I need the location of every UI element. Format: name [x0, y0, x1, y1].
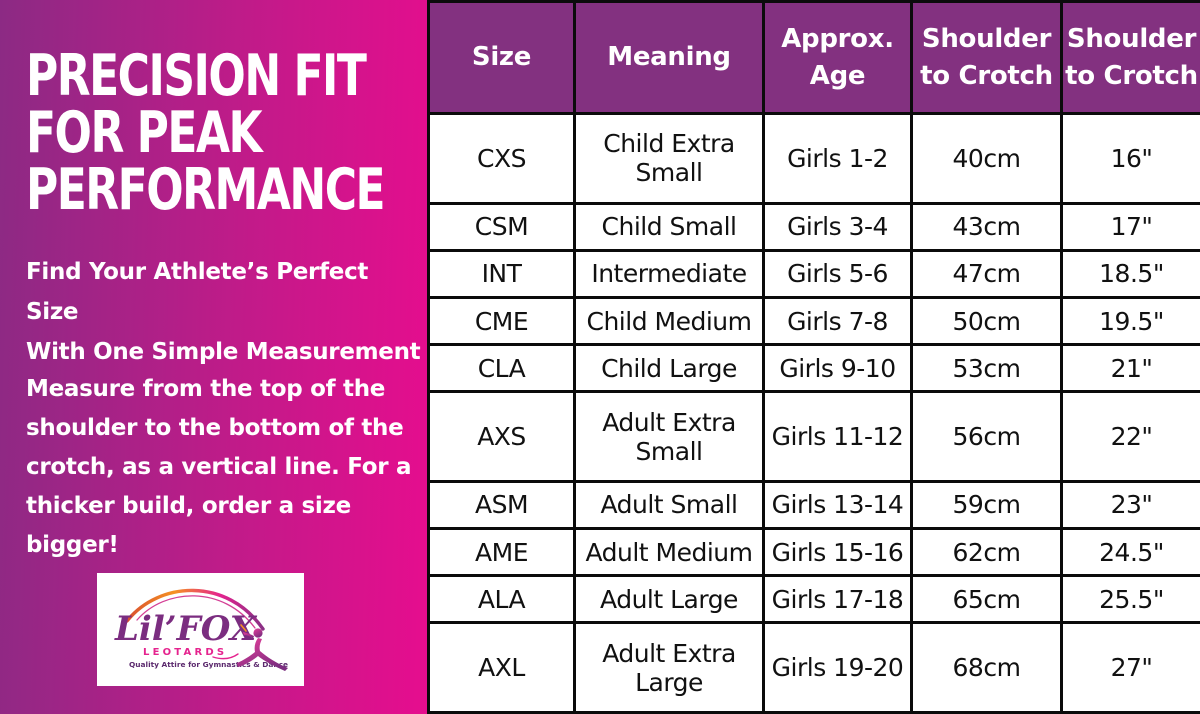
cell-size: INT: [427, 248, 576, 299]
cell-meaning: Adult Extra Small: [573, 390, 765, 483]
promo-panel: PRECISION FIT FOR PEAK PERFORMANCE Find …: [0, 0, 427, 714]
cell-meaning: Child Extra Small: [573, 112, 765, 205]
cell-age: Girls 7-8: [762, 295, 913, 347]
table-row: CME Child Medium Girls 7-8 50cm 19.5": [427, 295, 1200, 347]
cell-cm: 43cm: [910, 201, 1063, 252]
logo-tagline-text: Quality Attire for Gymnastics & Dance: [129, 660, 288, 669]
swoosh-line: [212, 653, 239, 660]
cell-age: Girls 17-18: [762, 574, 913, 625]
cell-meaning: Adult Medium: [573, 526, 765, 578]
logo-brand-text: Lil’FOX: [114, 609, 258, 649]
col-header-size: Size: [427, 0, 576, 115]
page-title-line: PRECISION FIT: [26, 42, 367, 110]
cell-size: CXS: [427, 112, 576, 205]
cell-inches: 25.5": [1060, 574, 1200, 625]
cell-cm: 56cm: [910, 390, 1063, 483]
cell-cm: 65cm: [910, 574, 1063, 625]
table-row: AXS Adult Extra Small Girls 11-12 56cm 2…: [427, 390, 1200, 483]
size-chart-section: Size Meaning Approx. Age Shoulder to Cro…: [427, 0, 1200, 714]
subheading: Find Your Athlete’s Perfect Size With On…: [26, 252, 426, 372]
cell-inches: 19.5": [1060, 295, 1200, 347]
cell-size: ASM: [427, 479, 576, 531]
cell-cm: 59cm: [910, 479, 1063, 531]
cell-cm: 53cm: [910, 343, 1063, 394]
subheading-line: Find Your Athlete’s Perfect Size: [26, 259, 369, 325]
cell-meaning: Adult Large: [573, 574, 765, 625]
cell-meaning: Child Small: [573, 201, 765, 252]
cell-size: AXS: [427, 390, 576, 483]
table-row: CLA Child Large Girls 9-10 53cm 21": [427, 343, 1200, 394]
logo-arc-inner-icon: [136, 595, 256, 629]
col-header-approx-age: Approx. Age: [762, 0, 913, 115]
cell-inches: 24.5": [1060, 526, 1200, 578]
table-row: ALA Adult Large Girls 17-18 65cm 25.5": [427, 574, 1200, 625]
col-header-meaning: Meaning: [573, 0, 765, 115]
page-title-line: FOR PEAK: [26, 100, 263, 167]
cell-cm: 50cm: [910, 295, 1063, 347]
cell-age: Girls 9-10: [762, 343, 913, 394]
cell-meaning: Intermediate: [573, 248, 765, 299]
cell-cm: 47cm: [910, 248, 1063, 299]
cell-inches: 23": [1060, 479, 1200, 531]
cell-age: Girls 15-16: [762, 526, 913, 578]
cell-size: CSM: [427, 201, 576, 252]
cell-age: Girls 1-2: [762, 112, 913, 205]
table-row: AXL Adult Extra Large Girls 19-20 68cm 2…: [427, 621, 1200, 714]
cell-age: Girls 11-12: [762, 390, 913, 483]
table-row: INT Intermediate Girls 5-6 47cm 18.5": [427, 248, 1200, 299]
page-title-line: PERFORMANCE: [26, 157, 386, 224]
logo-arc-icon: [125, 588, 265, 631]
brand-logo-graphic: Lil’FOX LEOTARDS Quality Attire for Gymn…: [114, 588, 288, 671]
cell-inches: 22": [1060, 390, 1200, 483]
instruction-line: thicker build, order a size bigger!: [26, 493, 351, 558]
cell-age: Girls 13-14: [762, 479, 913, 531]
dancer-icon: [237, 624, 288, 671]
instruction-line: crotch, as a vertical line. For a: [26, 454, 412, 480]
table-row: CSM Child Small Girls 3-4 43cm 17": [427, 201, 1200, 252]
cell-meaning: Child Medium: [573, 295, 765, 347]
cell-inches: 21": [1060, 343, 1200, 394]
cell-cm: 40cm: [910, 112, 1063, 205]
size-chart-table: Size Meaning Approx. Age Shoulder to Cro…: [427, 0, 1200, 714]
cell-meaning: Child Large: [573, 343, 765, 394]
cell-cm: 68cm: [910, 621, 1063, 714]
cell-inches: 18.5": [1060, 248, 1200, 299]
col-header-shoulder-to-crotch-inches: Shoulder to Crotch: [1060, 0, 1200, 115]
cell-meaning: Adult Extra Large: [573, 621, 765, 714]
instruction-line: shoulder to the bottom of the: [26, 415, 404, 441]
cell-inches: 16": [1060, 112, 1200, 205]
cell-size: AXL: [427, 621, 576, 714]
cell-size: ALA: [427, 574, 576, 625]
table-row: ASM Adult Small Girls 13-14 59cm 23": [427, 479, 1200, 531]
table-row: CXS Child Extra Small Girls 1-2 40cm 16": [427, 112, 1200, 205]
subheading-line: With One Simple Measurement: [26, 339, 421, 365]
table-row: AME Adult Medium Girls 15-16 62cm 24.5": [427, 526, 1200, 578]
cell-cm: 62cm: [910, 526, 1063, 578]
cell-size: CLA: [427, 343, 576, 394]
cell-size: CME: [427, 295, 576, 347]
cell-inches: 27": [1060, 621, 1200, 714]
page-title: PRECISION FIT FOR PEAK PERFORMANCE: [26, 42, 426, 224]
measurement-instructions: Measure from the top of the shoulder to …: [26, 370, 426, 565]
cell-meaning: Adult Small: [573, 479, 765, 531]
table-header-row: Size Meaning Approx. Age Shoulder to Cro…: [427, 0, 1200, 115]
cell-size: AME: [427, 526, 576, 578]
cell-age: Girls 19-20: [762, 621, 913, 714]
cell-age: Girls 3-4: [762, 201, 913, 252]
brand-logo: Lil’FOX LEOTARDS Quality Attire for Gymn…: [97, 573, 304, 686]
cell-inches: 17": [1060, 201, 1200, 252]
cell-age: Girls 5-6: [762, 248, 913, 299]
instruction-line: Measure from the top of the: [26, 376, 386, 402]
logo-subbrand-text: LEOTARDS: [143, 647, 227, 658]
col-header-shoulder-to-crotch-cm: Shoulder to Crotch: [910, 0, 1063, 115]
